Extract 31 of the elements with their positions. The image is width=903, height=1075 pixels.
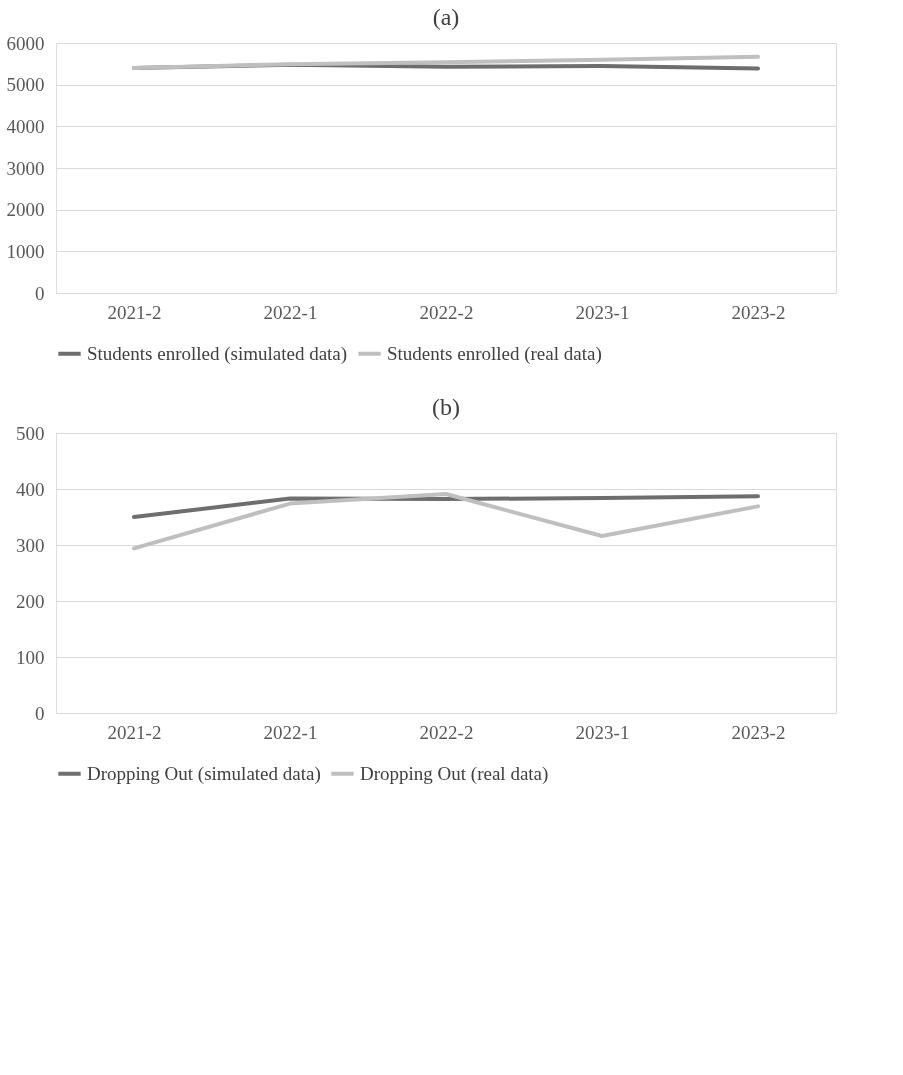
x-tick-label: 2023-2 xyxy=(731,721,786,743)
y-tick-label: 400 xyxy=(16,478,45,500)
y-tick-label: 5000 xyxy=(6,74,45,96)
y-tick-label: 0 xyxy=(35,282,45,304)
y-tick-label: 100 xyxy=(16,646,45,668)
y-tick-label: 500 xyxy=(16,422,45,444)
legend-label: Students enrolled (simulated data) xyxy=(87,342,348,365)
x-tick-label: 2022-2 xyxy=(419,301,474,323)
y-tick-label: 1000 xyxy=(6,240,45,262)
legend-label: Dropping Out (real data) xyxy=(360,762,549,785)
y-tick-label: 6000 xyxy=(6,32,45,54)
x-tick-label: 2022-1 xyxy=(263,721,318,743)
x-tick-label: 2021-2 xyxy=(107,721,162,743)
x-tick-label: 2022-1 xyxy=(263,301,318,323)
x-tick-label: 2023-2 xyxy=(731,301,786,323)
y-tick-label: 2000 xyxy=(6,199,45,221)
x-tick-label: 2021-2 xyxy=(107,301,162,323)
y-tick-label: 0 xyxy=(35,702,45,724)
x-tick-label: 2023-1 xyxy=(575,301,630,323)
line-series xyxy=(132,492,760,551)
y-tick-label: 200 xyxy=(16,590,45,612)
legend-label: Students enrolled (real data) xyxy=(387,342,602,365)
chart-title: (b) xyxy=(432,394,460,420)
x-tick-label: 2022-2 xyxy=(419,721,474,743)
y-tick-label: 3000 xyxy=(6,157,45,179)
chart-title: (a) xyxy=(432,4,460,30)
line-series xyxy=(132,54,760,70)
legend-label: Dropping Out (simulated data) xyxy=(87,762,321,785)
y-tick-label: 300 xyxy=(16,534,45,556)
x-tick-label: 2023-1 xyxy=(575,721,630,743)
y-tick-label: 4000 xyxy=(6,115,45,137)
